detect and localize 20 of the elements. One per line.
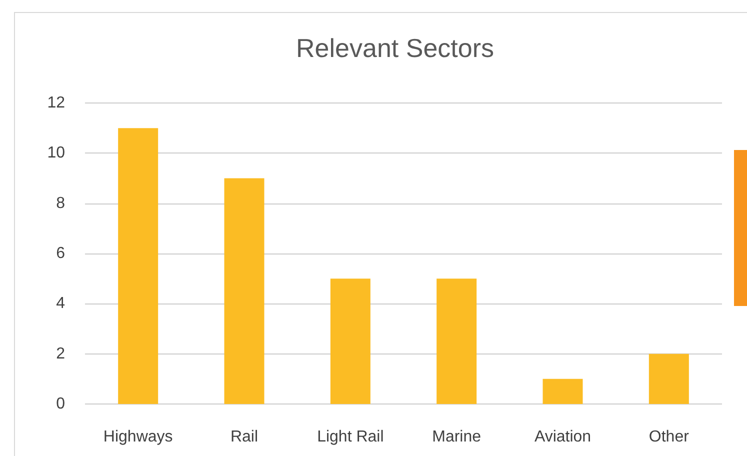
bar — [330, 278, 370, 404]
x-tick-label: Light Rail — [317, 428, 384, 446]
y-tick-label: 8 — [56, 194, 66, 212]
bar — [436, 278, 477, 404]
y-tick-label: 10 — [47, 144, 66, 162]
bar — [542, 378, 583, 404]
y-tick-label: 12 — [47, 94, 66, 112]
bar — [118, 128, 158, 404]
x-tick-label: Rail — [230, 428, 258, 446]
x-tick-label: Marine — [432, 428, 482, 446]
x-tick-label: Other — [648, 428, 690, 446]
chart-title: Relevant Sectors — [296, 33, 494, 63]
y-tick-label: 0 — [56, 396, 66, 412]
y-tick-label: 4 — [56, 295, 66, 312]
x-tick-label: Aviation — [534, 428, 592, 446]
y-tick-label: 6 — [56, 245, 66, 262]
x-tick-label: Highways — [103, 428, 173, 446]
y-tick-label: 2 — [56, 345, 66, 362]
bar — [648, 354, 689, 404]
bar — [224, 178, 264, 404]
